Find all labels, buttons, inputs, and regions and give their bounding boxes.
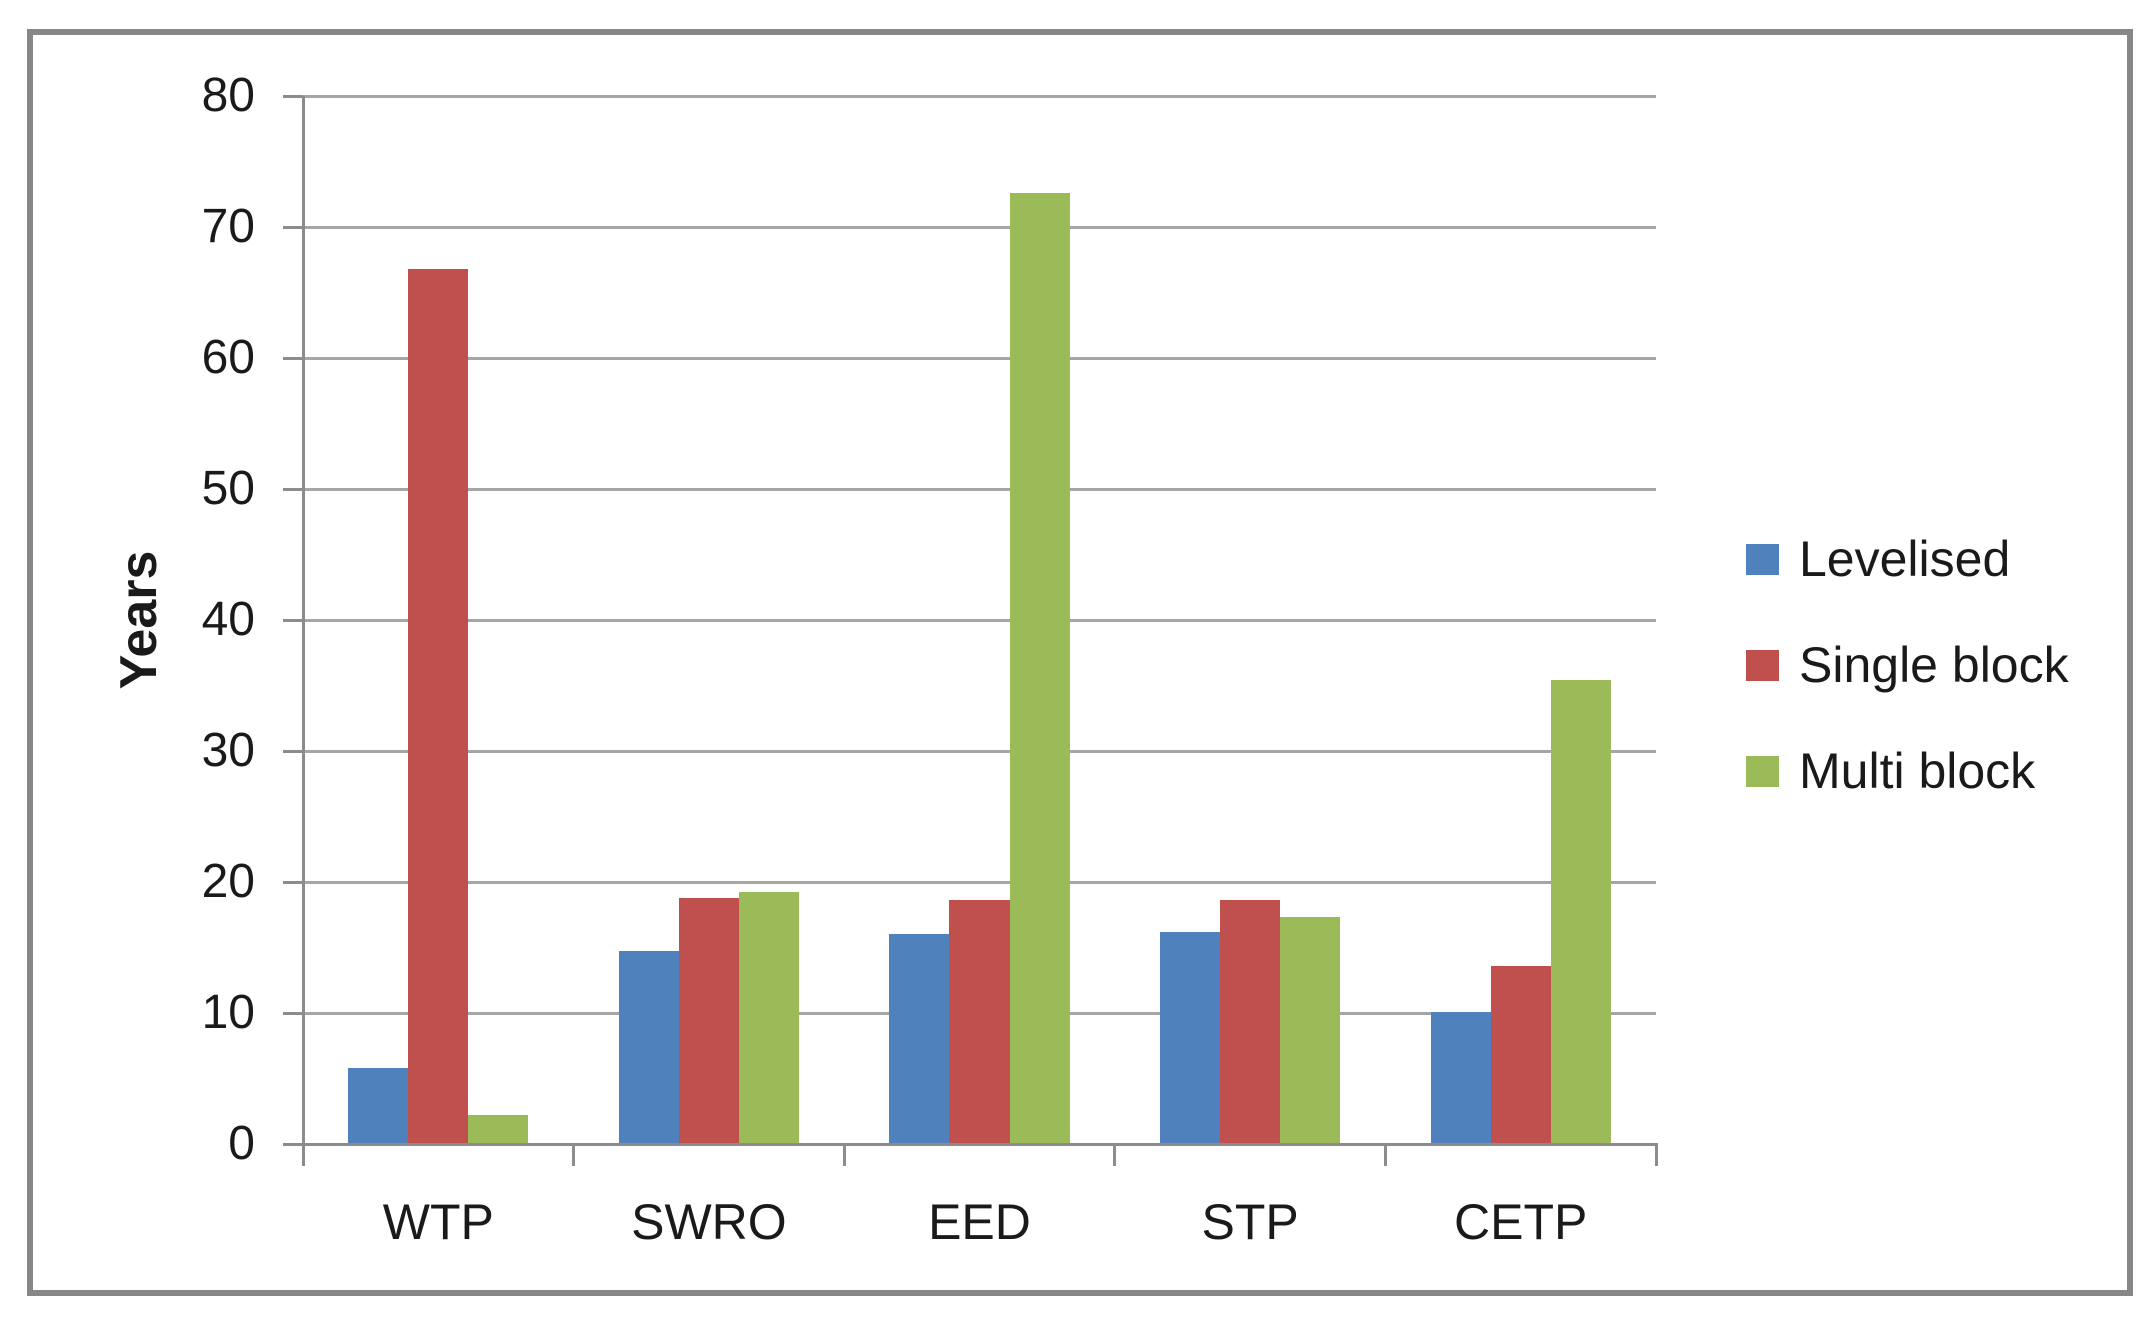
y-tick-label-40: 40	[201, 593, 255, 646]
x-tick-3	[1113, 1144, 1117, 1166]
y-axis-line	[301, 96, 305, 1146]
x-tick-2	[842, 1144, 846, 1166]
y-tick-label-10: 10	[201, 986, 255, 1039]
legend-swatch-levelised	[1746, 543, 1779, 575]
y-tick-30	[283, 749, 303, 753]
bar-eed-multi-block	[1009, 192, 1070, 1144]
bar-swro-multi-block	[738, 892, 800, 1144]
y-tick-60	[283, 356, 303, 360]
y-tick-80	[283, 94, 303, 98]
bar-cetp-single-block	[1490, 965, 1551, 1144]
gridline-40	[303, 618, 1656, 622]
bar-cetp-multi-block	[1550, 680, 1611, 1144]
y-tick-10	[283, 1011, 303, 1015]
bar-stp-levelised	[1159, 931, 1221, 1144]
y-tick-50	[283, 487, 303, 491]
y-tick-label-60: 60	[201, 331, 255, 384]
x-tick-5	[1654, 1144, 1658, 1166]
legend-swatch-single-block	[1746, 649, 1779, 681]
y-tick-label-50: 50	[201, 462, 255, 515]
x-tick-4	[1383, 1144, 1387, 1166]
y-tick-label-80: 80	[201, 69, 255, 122]
y-tick-label-30: 30	[201, 724, 255, 777]
legend-item-single-block: Single block	[1746, 634, 2069, 696]
gridline-20	[303, 880, 1656, 884]
legend-label-single-block: Single block	[1799, 637, 2069, 693]
legend-item-levelised: Levelised	[1746, 528, 2010, 590]
bar-wtp-levelised	[348, 1068, 409, 1144]
bar-stp-multi-block	[1280, 917, 1341, 1144]
gridline-30	[303, 749, 1656, 753]
y-tick-label-70: 70	[201, 200, 255, 253]
gridline-70	[303, 225, 1656, 229]
x-tick-1	[572, 1144, 576, 1166]
y-tick-70	[283, 225, 303, 229]
gridline-50	[303, 487, 1656, 491]
x-axis-line	[301, 1142, 1658, 1146]
x-category-label-stp: STP	[1201, 1194, 1299, 1250]
y-tick-20	[283, 880, 303, 884]
x-category-label-swro: SWRO	[631, 1194, 787, 1250]
legend-label-levelised: Levelised	[1799, 531, 2011, 587]
bar-stp-single-block	[1220, 900, 1281, 1144]
legend-swatch-multi-block	[1746, 755, 1779, 787]
bar-cetp-levelised	[1430, 1011, 1491, 1144]
y-tick-0	[283, 1142, 303, 1146]
gridline-80	[303, 94, 1656, 98]
y-tick-label-20: 20	[201, 855, 255, 908]
x-category-label-eed: EED	[928, 1194, 1031, 1250]
x-tick-0	[301, 1144, 305, 1166]
bar-eed-single-block	[949, 900, 1010, 1144]
x-category-label-cetp: CETP	[1454, 1194, 1588, 1250]
legend-label-multi-block: Multi block	[1799, 743, 2036, 799]
gridline-60	[303, 356, 1656, 360]
bar-eed-levelised	[889, 934, 950, 1144]
y-axis-title: Years	[110, 550, 168, 690]
y-tick-label-0: 0	[228, 1117, 255, 1170]
bar-swro-single-block	[678, 897, 739, 1144]
bar-wtp-multi-block	[468, 1115, 529, 1144]
bar-wtp-single-block	[408, 268, 469, 1144]
y-tick-40	[283, 618, 303, 622]
legend-item-multi-block: Multi block	[1746, 740, 2035, 802]
bar-swro-levelised	[618, 951, 679, 1144]
x-category-label-wtp: WTP	[382, 1194, 494, 1250]
